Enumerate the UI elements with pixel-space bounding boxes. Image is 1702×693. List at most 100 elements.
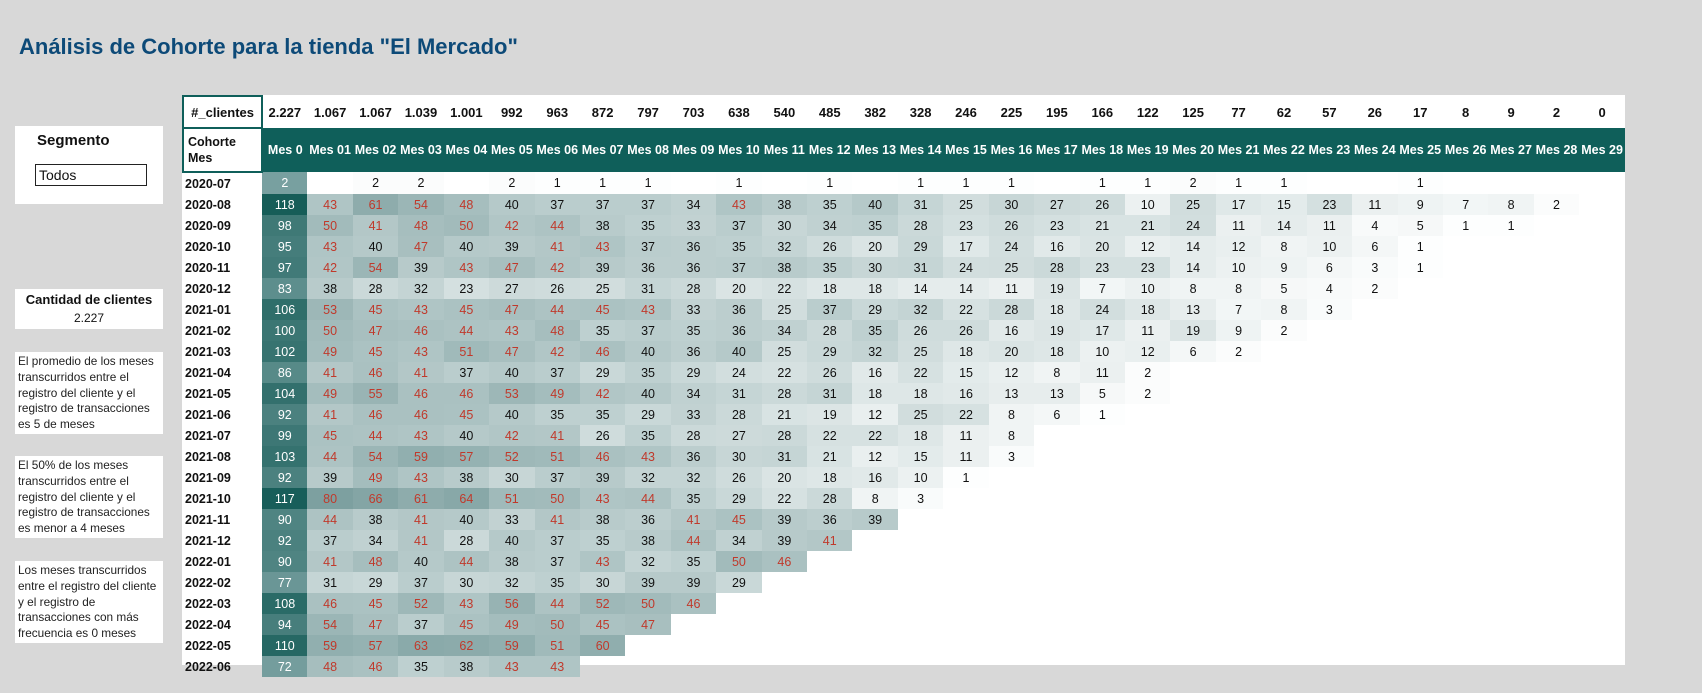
cohort-value-cell: 26 [807,362,853,383]
cohort-value-cell: 23 [1034,215,1080,236]
cohort-value-cell [1488,635,1533,656]
cohort-value-cell: 25 [897,341,944,362]
cohort-value-cell: 41 [398,509,444,530]
cohort-value-cell: 46 [443,383,490,404]
cohort-value-cell: 18 [852,383,898,404]
cohort-value-cell: 13 [1034,383,1080,404]
cohort-value-cell [852,551,897,572]
cohort-value-cell: 8 [1034,362,1080,383]
cohort-value-cell: 14 [943,278,989,299]
cohort-value-cell: 11 [1125,320,1171,341]
cohort-value-cell [1534,509,1579,530]
cohort-value-cell [1216,467,1261,488]
cohort-value-cell [1261,341,1306,362]
cohort-value-cell [1534,446,1579,467]
cohort-value-cell: 40 [852,194,898,215]
cohort-value-cell [1579,299,1625,320]
cohort-value-cell [1034,488,1079,509]
cohort-value-cell: 35 [625,362,671,383]
cohort-value-cell: 51 [534,446,580,467]
cohort-value-cell [1307,320,1352,341]
cohort-value-cell: 57 [352,635,399,656]
cohort-value-cell: 39 [852,509,898,530]
cohort-value-cell: 6 [1306,257,1353,278]
cohort-value-cell: 36 [670,446,717,467]
cohort-value-cell [1261,509,1306,530]
cohort-value-cell [1352,572,1397,593]
cohort-value-cell: 26 [579,425,626,446]
cohort-value-cell: 34 [807,215,853,236]
client-count-cell: 328 [909,104,932,120]
cohort-value-cell: 24 [943,257,989,278]
cohort-value-cell: 54 [398,194,444,215]
cohort-value-cell: 37 [716,215,762,236]
cohort-value-cell [1034,467,1079,488]
cohort-value-cell [1125,551,1170,572]
cohort-value-cell: 47 [489,257,535,278]
cohort-value-cell [1579,425,1625,446]
cohort-value-cell [1307,509,1352,530]
cohort-value-cell [1307,551,1352,572]
cohort-value-cell: 53 [489,383,535,404]
segment-select[interactable]: Todos [35,164,147,186]
cohort-month-label: 2021-02 [185,323,231,338]
cohort-value-cell: 1 [1079,172,1125,194]
cohort-value-cell: 19 [1034,278,1080,299]
cohort-value-cell [1534,551,1579,572]
cohort-value-cell: 24 [1170,215,1216,236]
cohort-value-cell: 54 [352,257,399,278]
cohort-value-cell [1080,614,1125,635]
cohort-value-cell [1125,509,1170,530]
cohort-value-cell: 35 [807,194,853,215]
cohort-value-cell [1579,530,1625,551]
cohort-value-cell [1579,404,1625,425]
cohort-value-cell: 25 [761,341,808,362]
cohort-value-cell: 50 [716,551,762,572]
cohort-row: 2021-08 103 44 54 59 57 52 51 46 43 36 30 31 21 12 15 11… [183,446,1625,467]
cohort-value-cell: 10 [897,467,944,488]
cohort-value-cell [1216,425,1261,446]
cohort-value-cell: 38 [352,509,399,530]
cohort-value-cell [1443,257,1488,278]
cohort-value-cell: 47 [352,614,399,635]
cohort-value-cell [1307,362,1352,383]
cohort-value-cell: 47 [489,341,535,362]
cohort-value-cell [1398,467,1443,488]
cohort-value-cell [1034,572,1079,593]
cohort-value-cell: 1 [1215,172,1262,194]
cohort-value-cell: 3 [1352,257,1398,278]
cohort-value-cell [1579,215,1625,236]
cohort-value-cell [1034,172,1079,194]
cohort-value-cell [1488,362,1533,383]
cohort-value-cell [943,509,988,530]
cohort-value-cell: 48 [534,320,580,341]
cohort-value-cell [1307,635,1352,656]
cohort-value-cell [943,530,988,551]
cohort-value-cell [989,509,1034,530]
client-count-cell: 8 [1462,104,1470,120]
cohort-value-cell [671,614,716,635]
cohort-month-label: 2022-06 [185,659,231,674]
cohort-value-cell: 45 [579,614,626,635]
cohort-value-cell [671,656,716,677]
cohort-value-cell: 42 [534,341,580,362]
cohort-value-cell: 33 [489,509,535,530]
cohort-value-cell: 16 [988,320,1035,341]
cohort-value-cell [1398,383,1443,404]
cohort-month-label: 2022-02 [185,575,231,590]
cohort-month-label: 2020-08 [185,197,231,212]
cohort-value-cell: 4 [1352,215,1398,236]
cohort-value-cell: 97 [262,257,308,278]
cohort-value-cell: 1 [943,172,989,194]
cohort-value-cell: 46 [352,362,399,383]
cohort-value-cell: 47 [625,614,671,635]
cohort-value-cell [1170,530,1215,551]
cohort-value-cell [1579,572,1625,593]
cohort-value-cell [989,635,1034,656]
cohort-value-cell: 11 [1215,215,1262,236]
cohort-value-cell [1034,614,1079,635]
cohort-value-cell: 50 [307,320,353,341]
cohort-value-cell [1488,572,1533,593]
cohort-value-cell: 23 [1125,257,1171,278]
cohort-value-cell: 23 [1306,194,1353,215]
